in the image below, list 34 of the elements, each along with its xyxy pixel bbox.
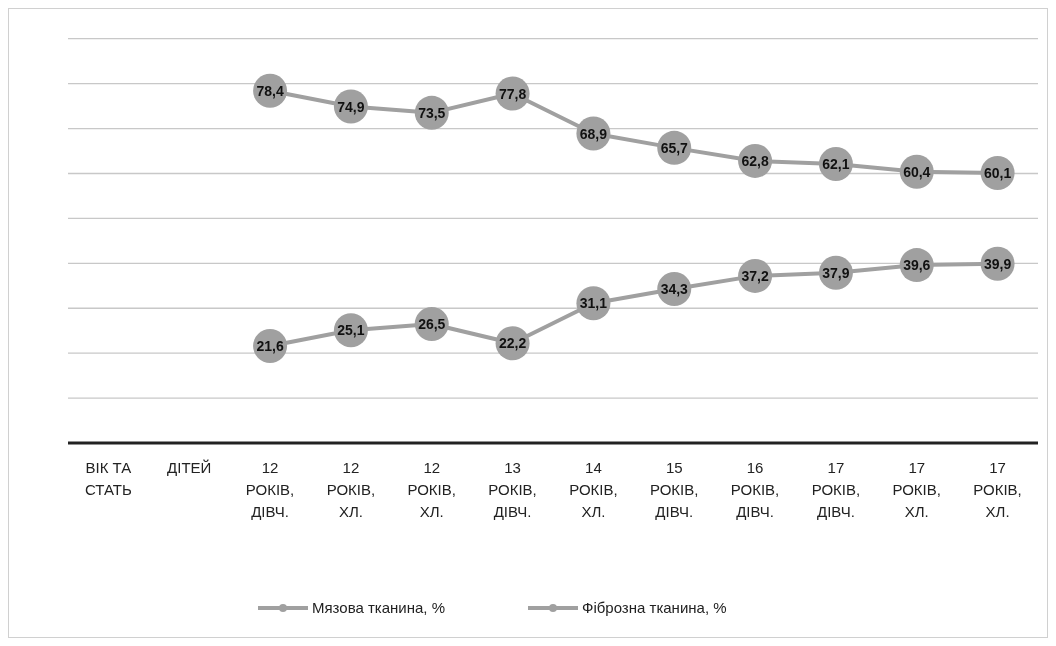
data-label: 62,1: [822, 156, 850, 173]
x-tick-label: ВІК ТА СТАТЬ: [84, 459, 132, 498]
data-label: 77,8: [498, 85, 527, 102]
x-tick-label: 15 РОКІВ, ДІВЧ.: [650, 459, 699, 520]
x-tick-label: 12 РОКІВ, ХЛ.: [326, 459, 376, 520]
data-label: 22,2: [498, 335, 527, 352]
data-label: 73,5: [418, 104, 446, 121]
legend-label: Фіброзна тканина, %: [582, 599, 727, 616]
data-label: 60,4: [903, 163, 931, 180]
x-tick-label: 17 РОКІВ, ХЛ.: [892, 459, 941, 520]
data-label: 25,1: [337, 322, 365, 339]
data-label: 39,9: [983, 255, 1012, 272]
data-label: 68,9: [579, 125, 608, 142]
legend-label: Мязова тканина, %: [312, 599, 446, 616]
data-label: 37,2: [741, 267, 769, 284]
data-label: 34,3: [660, 280, 689, 297]
data-label: 74,9: [337, 98, 365, 115]
x-tick-label: 16 РОКІВ, ДІВЧ.: [730, 459, 780, 520]
data-label: 60,1: [983, 165, 1012, 182]
x-tick-label: 13 РОКІВ, ДІВЧ.: [488, 459, 537, 520]
x-tick-label: 17 РОКІВ, ХЛ.: [973, 459, 1022, 520]
data-label: 37,9: [822, 264, 850, 281]
data-label: 78,4: [256, 82, 284, 99]
data-label: 21,6: [256, 337, 284, 354]
x-tick-label: 17 РОКІВ, ДІВЧ.: [811, 459, 861, 520]
x-tick-label: 12 РОКІВ, ДІВЧ.: [245, 459, 295, 520]
data-label: 62,8: [741, 152, 769, 169]
x-tick-label: 14 РОКІВ, ХЛ.: [569, 459, 618, 520]
x-tick-label: 12 РОКІВ, ХЛ.: [407, 459, 456, 520]
data-label: 26,5: [418, 315, 446, 332]
x-tick-label: ДІТЕЙ: [167, 459, 212, 476]
data-label: 39,6: [903, 257, 931, 274]
data-label: 65,7: [660, 139, 689, 156]
data-label: 31,1: [579, 295, 608, 312]
